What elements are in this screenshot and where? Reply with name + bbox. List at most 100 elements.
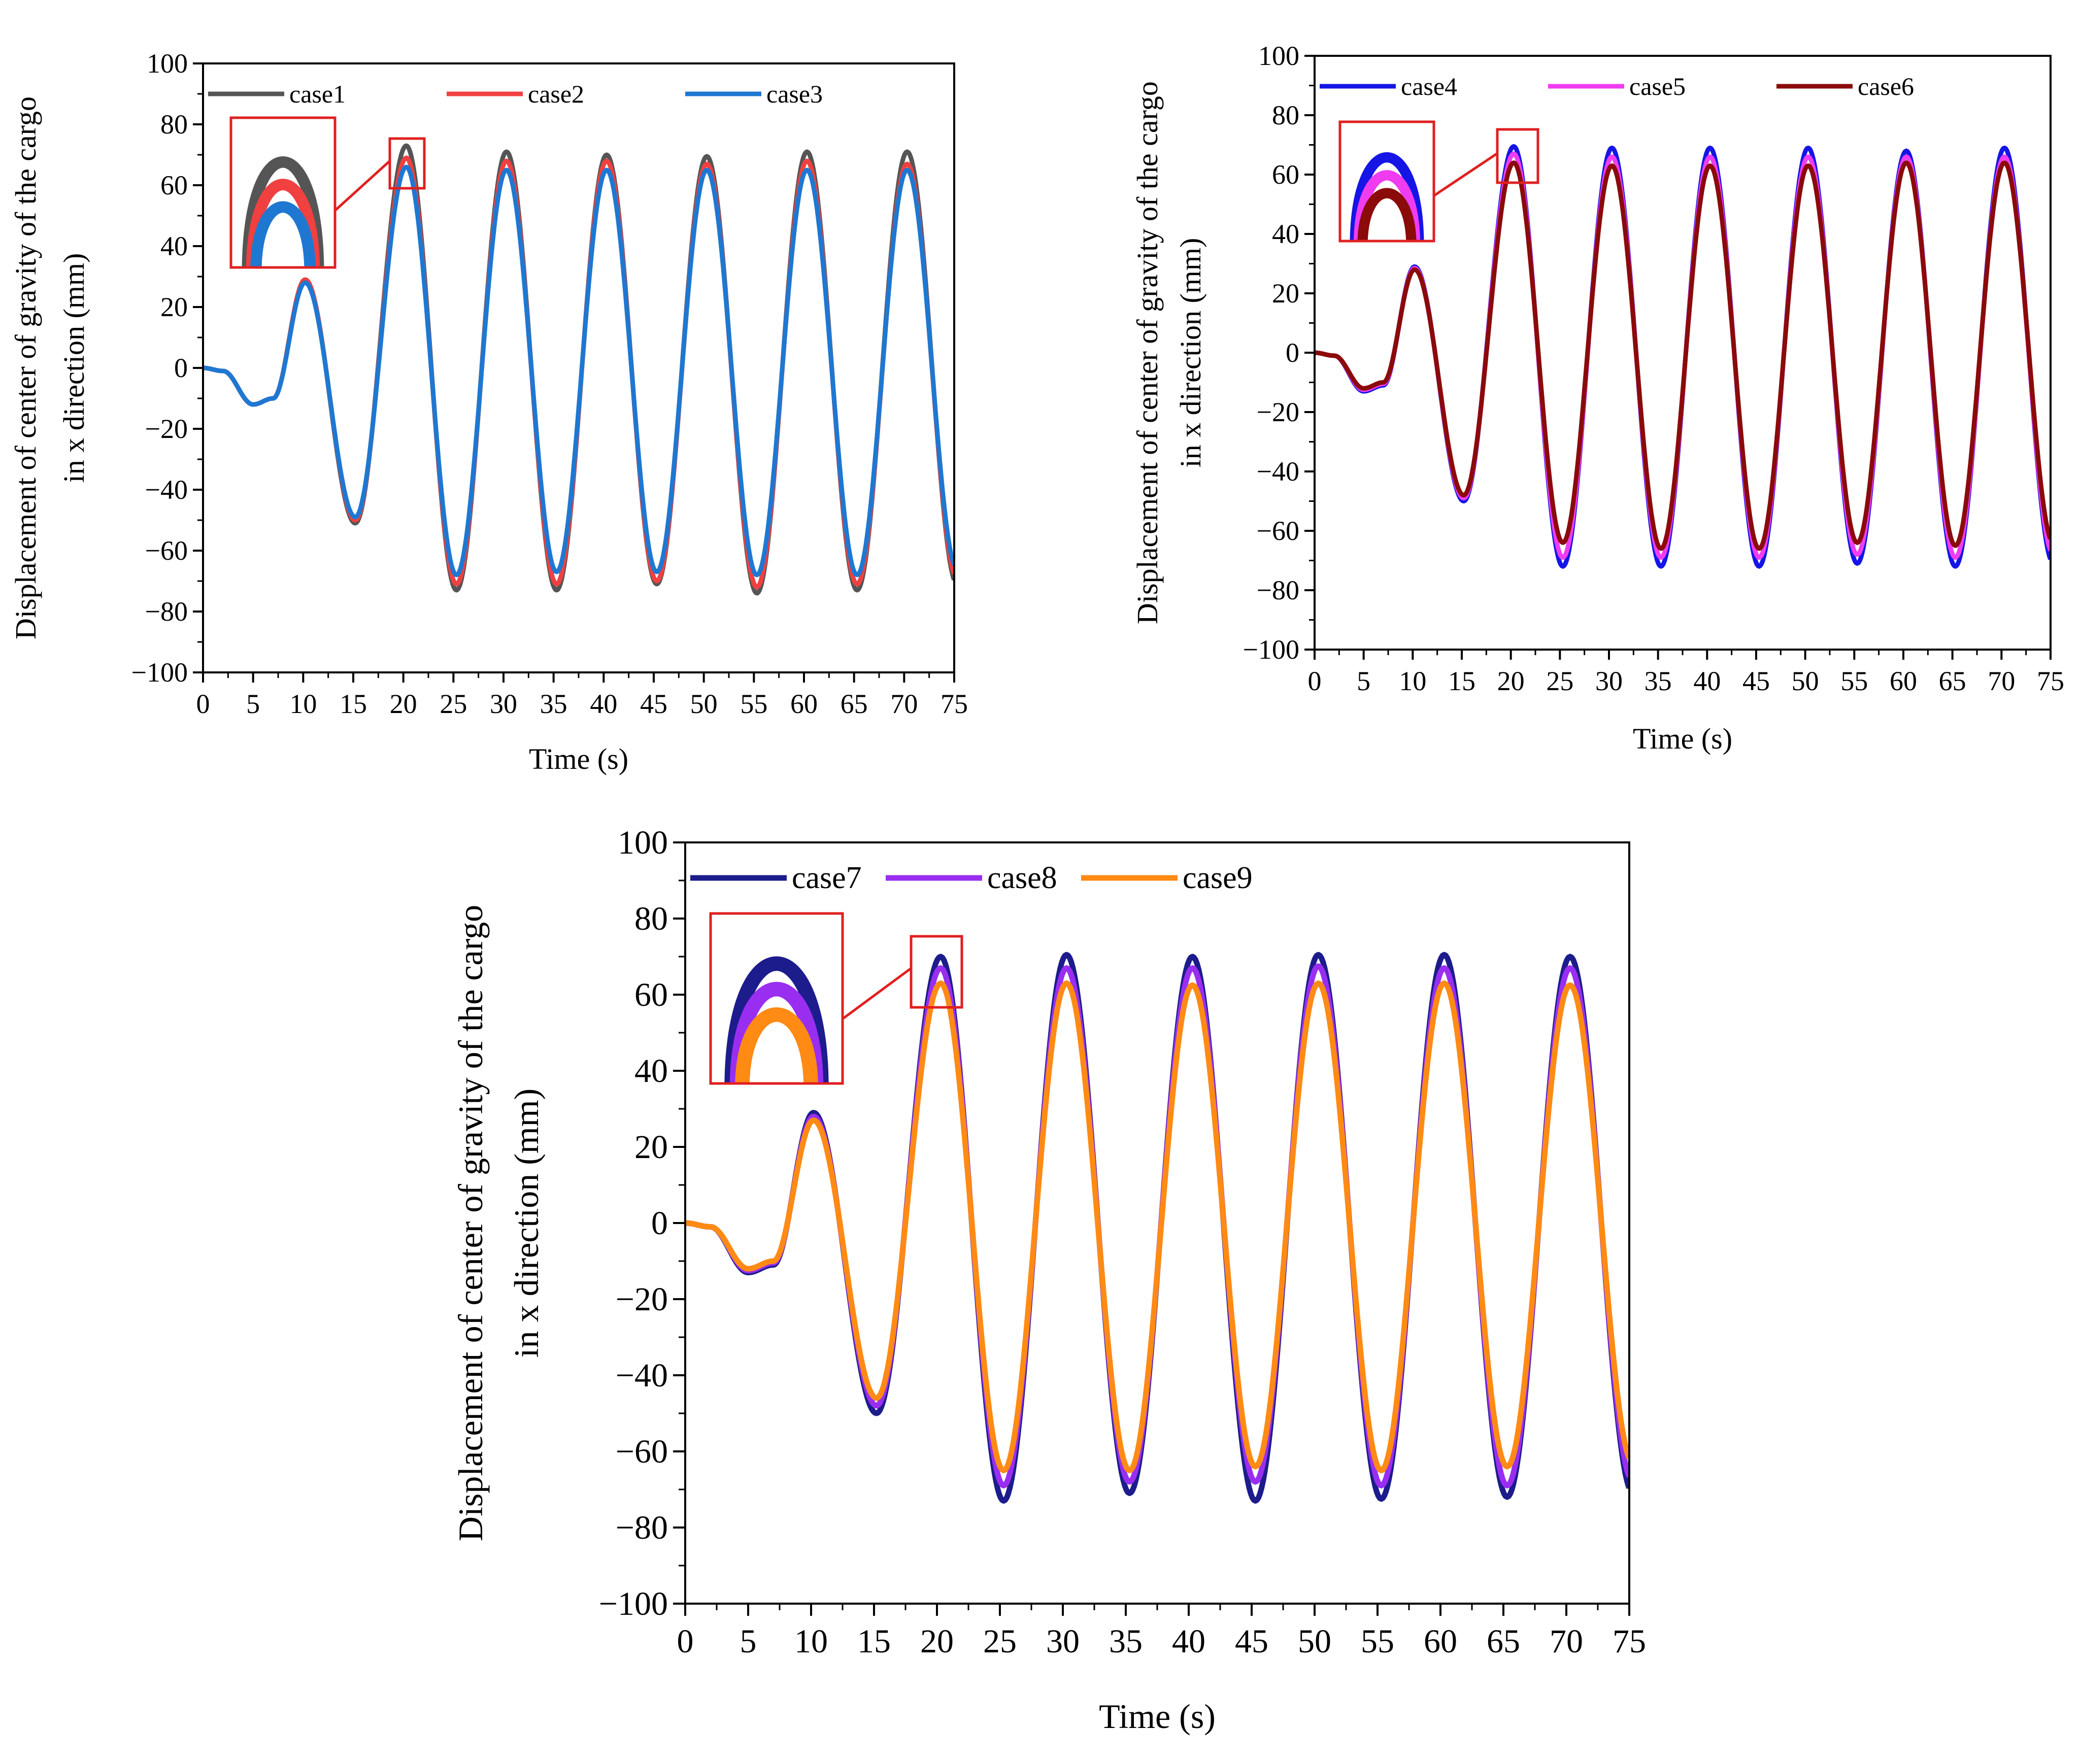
x-tick-label: 55 [740, 689, 767, 719]
y-tick-label: 20 [160, 292, 188, 322]
x-tick-label: 70 [1988, 666, 2015, 696]
y-tick-label: −40 [616, 1357, 668, 1394]
inset-arc-case6 [1357, 188, 1417, 241]
x-tick-label: 25 [1546, 666, 1573, 696]
x-tick-label: 5 [740, 1623, 757, 1660]
x-tick-label: 40 [590, 689, 617, 719]
inset-arc-case3 [250, 201, 316, 267]
x-axis-title: Time (s) [529, 742, 628, 775]
x-tick-label: 10 [1399, 666, 1426, 696]
x-tick-label: 60 [1890, 666, 1917, 696]
zoom-region-box [910, 935, 963, 1009]
inset-arc-case7 [724, 956, 829, 1083]
x-axis-title: Time (s) [1633, 722, 1732, 755]
legend-label-case7: case7 [792, 861, 862, 895]
x-tick-label: 35 [1109, 1623, 1143, 1660]
legend: case4 case5 case6 [1320, 72, 1914, 100]
y-tick-label: 0 [651, 1205, 668, 1242]
y-tick-label: −100 [1243, 634, 1299, 665]
x-tick-label: 15 [1448, 666, 1475, 696]
x-tick-label: 65 [841, 689, 868, 719]
zoom-connector-line [1433, 152, 1498, 197]
y-tick-label: 60 [160, 170, 188, 200]
x-tick-label: 5 [1357, 666, 1370, 696]
x-tick-label: 75 [1613, 1623, 1646, 1660]
x-tick-label: 35 [540, 689, 567, 719]
legend: case7 case8 case9 [690, 861, 1253, 895]
x-tick-label: 25 [983, 1623, 1017, 1660]
y-tick-label: −40 [145, 474, 188, 505]
y-axis-title-line1: Displacement of center of gravity of the… [451, 905, 490, 1541]
y-tick-label: −20 [616, 1281, 668, 1318]
y-tick-label: 60 [1272, 159, 1299, 190]
chart-panel-top-left: 0 5 10 15 20 25 30 35 40 45 50 55 60 65 70 75 −100 −80 −60… [9, 48, 968, 775]
y-tick-label: 40 [160, 231, 188, 261]
x-tick-label: 65 [1939, 666, 1966, 696]
y-tick-label: −40 [1257, 456, 1299, 487]
x-tick-label: 55 [1840, 666, 1868, 696]
chart-panel-top-right: 0 5 10 15 20 25 30 35 40 45 50 55 60 65 70 75 −100 −80 −60… [1131, 41, 2064, 755]
x-tick-label: 45 [1742, 666, 1770, 696]
y-tick-label: 80 [1272, 100, 1299, 130]
y-tick-label: −80 [145, 596, 188, 627]
x-tick-label: 30 [1046, 1623, 1080, 1660]
x-tick-label: 0 [677, 1623, 694, 1660]
y-tick-label: −20 [1257, 397, 1299, 427]
y-tick-label: 20 [1272, 278, 1299, 309]
y-axis-title-line2: in x direction (mm) [57, 253, 90, 483]
legend-label-case8: case8 [987, 861, 1057, 895]
y-tick-label: 100 [618, 824, 668, 861]
x-tick-label: 70 [1550, 1623, 1583, 1660]
x-tick-label: 50 [1298, 1623, 1331, 1660]
y-tick-label: 80 [160, 109, 188, 140]
x-tick-label: 15 [857, 1623, 891, 1660]
y-tick-label: −60 [1257, 516, 1299, 546]
x-tick-label: 65 [1487, 1623, 1520, 1660]
x-tick-label: 50 [690, 689, 718, 719]
x-tick-label: 45 [640, 689, 667, 719]
inset-zoom [709, 912, 844, 1085]
inset-zoom [229, 116, 337, 269]
inset-zoom [1338, 120, 1435, 243]
x-tick-label: 75 [2037, 666, 2064, 696]
y-tick-label: 0 [1286, 337, 1299, 368]
legend-label-case5: case5 [1629, 72, 1686, 100]
x-tick-label: 55 [1361, 1623, 1394, 1660]
x-tick-label: 40 [1693, 666, 1721, 696]
x-tick-label: 0 [196, 689, 210, 719]
zoom-region-box [1496, 128, 1539, 184]
x-tick-label: 10 [794, 1623, 828, 1660]
inset-arc-case1 [242, 156, 324, 267]
inset-frame [709, 912, 844, 1085]
series-group [685, 952, 1629, 1504]
zoom-connector-line [334, 160, 391, 212]
y-tick-label: 80 [634, 900, 668, 937]
legend: case1 case2 case3 [208, 80, 823, 108]
y-tick-label: 40 [1272, 219, 1299, 249]
y-tick-label: −80 [1257, 575, 1299, 605]
y-tick-label: 100 [147, 48, 188, 79]
inset-arc-case2 [246, 179, 320, 267]
y-axis-title-line1: Displacement of center of gravity of the… [9, 96, 42, 639]
x-tick-label: 35 [1644, 666, 1672, 696]
x-tick-label: 30 [1595, 666, 1623, 696]
x-tick-label: 0 [1308, 666, 1322, 696]
inset-arc-case8 [729, 982, 824, 1083]
x-tick-label: 30 [490, 689, 517, 719]
zoom-region-box [388, 137, 426, 190]
series-line-case3 [203, 164, 954, 578]
y-axis-title-line1: Displacement of center of gravity of the… [1131, 81, 1164, 624]
chart-panel-bottom: 0 5 10 15 20 25 30 35 40 45 50 55 60 65 70 75 −100 −80 −60… [451, 824, 1646, 1736]
y-axis-title-line2: in x direction (mm) [1174, 238, 1207, 468]
y-tick-label: −80 [616, 1509, 668, 1546]
x-tick-label: 25 [440, 689, 467, 719]
y-tick-label: 40 [634, 1053, 668, 1090]
y-axis-title-line2: in x direction (mm) [507, 1089, 546, 1358]
x-tick-label: 20 [920, 1623, 954, 1660]
series-group [203, 143, 954, 596]
zoom-connector-line [842, 967, 912, 1020]
series-group [1315, 144, 2051, 569]
inset-arc-case9 [735, 1007, 818, 1083]
inset-frame [229, 116, 337, 269]
